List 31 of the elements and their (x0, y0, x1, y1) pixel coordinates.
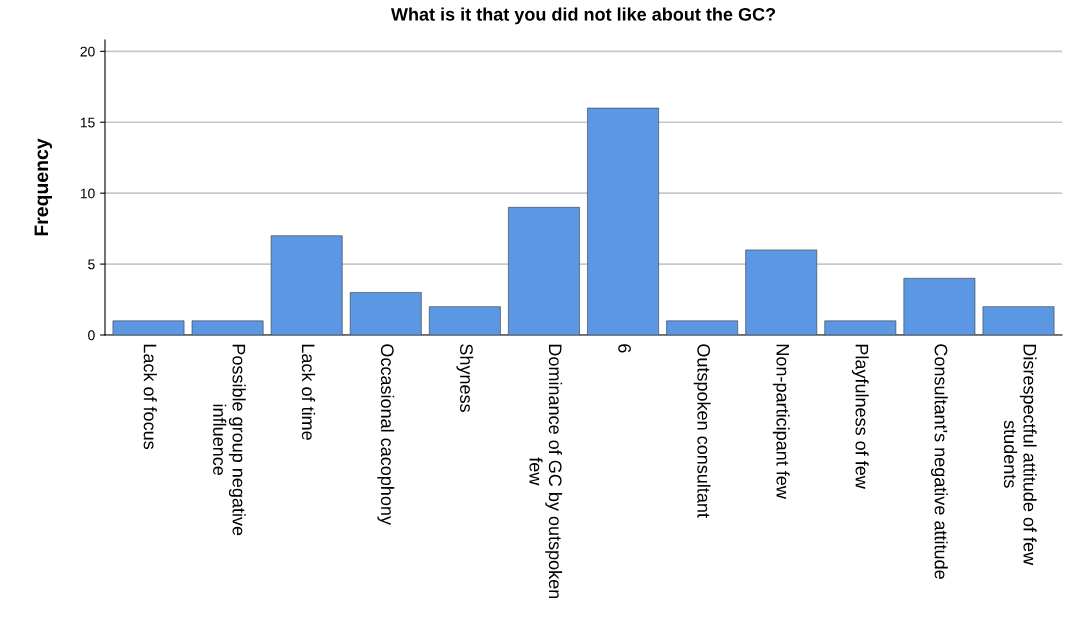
bar (666, 320, 739, 335)
bar (270, 235, 343, 335)
bar (508, 207, 580, 335)
bar (982, 306, 1055, 335)
y-tick-label: 20 (80, 46, 95, 57)
bar (903, 277, 976, 335)
x-tick-label: Outspoken consultant (693, 344, 711, 518)
y-tick-label: 15 (80, 117, 95, 128)
x-tick-label: Lack of time (301, 344, 316, 440)
y-tick-label: 10 (80, 188, 95, 199)
x-tick-label: Possible group negative influence (213, 344, 246, 536)
bar (587, 107, 659, 335)
bar (745, 249, 818, 335)
y-tick-label: 5 (88, 259, 95, 270)
x-tick-label: Consultant's negative attitude (930, 344, 948, 579)
bar (112, 320, 185, 335)
x-tick-label: Shyness (456, 344, 474, 412)
bar (191, 320, 264, 335)
bar (824, 320, 897, 335)
chart-title: What is it that you did not like about the GC? (390, 7, 776, 25)
y-tick-label: 0 (88, 330, 95, 341)
y-axis-title: Frequency (34, 138, 53, 236)
x-tick-label: Dominance of GC by outspoken few (529, 344, 563, 599)
x-tick-label: Occasional cacophony (377, 344, 395, 525)
bar (349, 292, 422, 335)
x-tick-label: Non-participant few (772, 344, 790, 499)
bar (428, 306, 501, 335)
x-tick-label: Playfulness of few (851, 344, 869, 489)
x-tick-label: 6 (618, 344, 631, 353)
x-tick-label: Disrespectful attitude of few students (1003, 344, 1037, 566)
x-tick-label: Lack of focus (143, 344, 157, 450)
